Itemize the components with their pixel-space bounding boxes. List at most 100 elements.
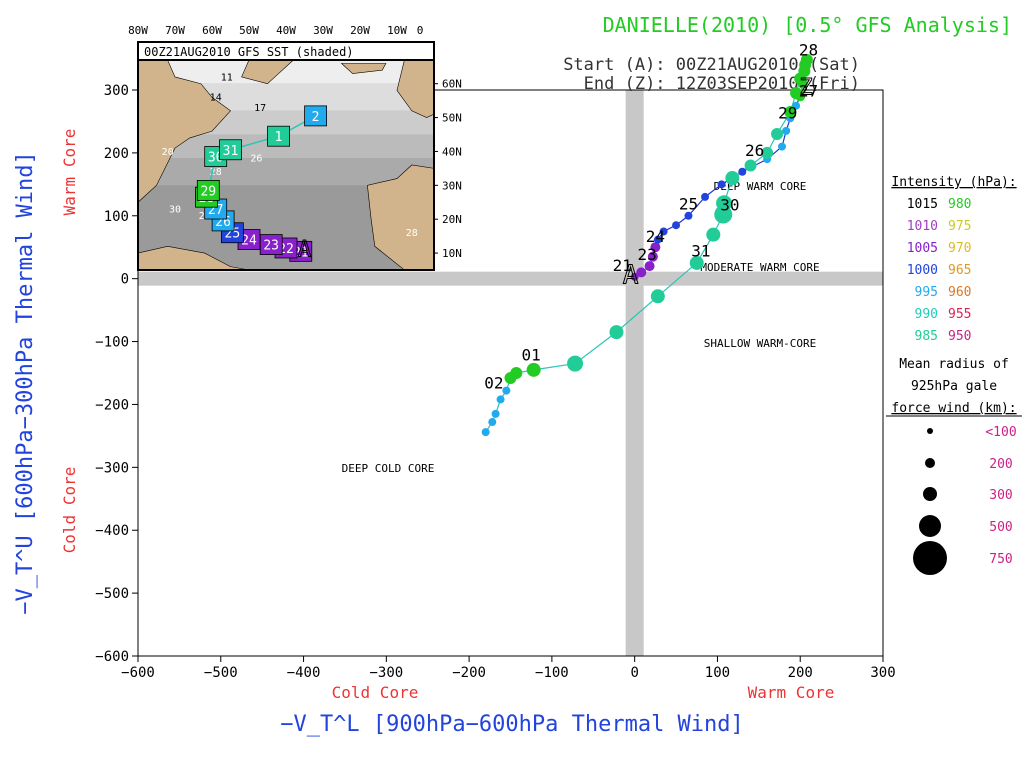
y-tick-label: −600 xyxy=(95,649,129,665)
inset-lat-label: 20N xyxy=(442,213,462,226)
x-tick-label: −600 xyxy=(121,665,155,681)
inset-track-box xyxy=(219,139,242,161)
track-point xyxy=(491,409,500,418)
inset-lon-label: 80W xyxy=(128,24,148,37)
track-point xyxy=(567,355,584,372)
y-tick-label: 200 xyxy=(104,146,129,162)
inset-lat-label: 40N xyxy=(442,145,462,158)
y-tick-label: −500 xyxy=(95,586,129,602)
legend-intensity-right: 955 xyxy=(948,307,971,322)
legend-intensity-right: 965 xyxy=(948,263,971,278)
track-point xyxy=(488,418,497,427)
legend-intensity-left: 985 xyxy=(915,329,938,344)
track-points xyxy=(481,53,813,437)
x-tick-label: 0 xyxy=(630,665,638,681)
inset-track-box xyxy=(304,105,328,127)
legend-radius-dot xyxy=(927,428,933,434)
x-tick-label: 100 xyxy=(705,665,730,681)
day-label: 21 xyxy=(613,256,632,275)
legend-intensity-right: 975 xyxy=(948,219,971,234)
region-moderate-warm-core: MODERATE WARM CORE xyxy=(700,261,819,274)
track-point xyxy=(650,242,661,253)
legend-intensity-left: 1000 xyxy=(907,263,938,278)
y-cold-core-label: Cold Core xyxy=(60,467,79,554)
inset-track-label: 23 xyxy=(263,239,279,254)
legend-intensity-right: 970 xyxy=(948,241,971,256)
day-label: 31 xyxy=(691,242,710,261)
track-point xyxy=(630,272,639,281)
inset-track-label: 2 xyxy=(312,110,320,125)
track-point xyxy=(725,171,740,186)
end-marker: Z xyxy=(799,75,812,100)
track-point xyxy=(706,227,721,242)
inset-sst-label: 11 xyxy=(221,72,233,83)
inset-sst-label: 17 xyxy=(254,103,266,114)
inset-start-marker: A xyxy=(298,237,311,262)
legend: Intensity (hPa): 1015 980 1010 975 1005 970 100… xyxy=(886,175,1022,575)
legend-radius-title: 925hPa gale xyxy=(911,379,997,394)
track-segment xyxy=(574,331,617,365)
track-point xyxy=(502,386,511,395)
legend-intensity-left: 1015 xyxy=(907,197,938,212)
track-point xyxy=(689,255,704,270)
inset-track-label: 24 xyxy=(241,234,257,249)
inset-lon-label: 10W xyxy=(387,24,407,37)
legend-intensity-right: 960 xyxy=(948,285,971,300)
track-point xyxy=(744,159,757,172)
legend-intensity-right: 980 xyxy=(948,197,971,212)
track-point xyxy=(717,180,726,189)
track-segment xyxy=(688,196,706,217)
inset-lon-label: 40W xyxy=(276,24,296,37)
day-label: 23 xyxy=(637,245,656,264)
track-point xyxy=(790,87,803,100)
x-tick-label: −500 xyxy=(204,665,238,681)
chart-title: DANIELLE(2010) [0.5° GFS Analysis] xyxy=(603,13,1012,37)
plot-frame xyxy=(137,89,884,657)
y-axis-title: −V_T^U [600hPa−300hPa Thermal Wind] xyxy=(13,151,38,615)
horizontal-zero-band xyxy=(138,271,883,286)
inset-lon-label: 0 xyxy=(417,24,424,37)
x-axis-ticks: −600 −500 −400 −300 −200 −100 0 100 200 300 xyxy=(121,656,896,681)
inset-lat-label: 10N xyxy=(442,247,462,260)
y-tick-label: 100 xyxy=(104,209,129,225)
x-tick-label: −200 xyxy=(452,665,486,681)
legend-radius-label: <100 xyxy=(985,425,1016,440)
legend-title: Intensity (hPa): xyxy=(891,175,1016,190)
x-tick-label: −300 xyxy=(369,665,403,681)
x-tick-label: −100 xyxy=(535,665,569,681)
legend-radius-label: 200 xyxy=(989,457,1012,472)
y-tick-label: −100 xyxy=(95,335,129,351)
y-tick-label: −200 xyxy=(95,397,129,413)
legend-radius-dot xyxy=(913,541,947,575)
region-shallow-warm-core: SHALLOW WARM-CORE xyxy=(704,337,817,350)
inset-map: 00Z21AUG2010 GFS SST (shaded) 80W 70W 60W 50… xyxy=(128,24,462,271)
track-point xyxy=(771,128,784,141)
y-tick-label: 0 xyxy=(121,272,129,288)
inset-header-box xyxy=(137,41,435,61)
day-label: 28 xyxy=(799,40,818,59)
start-end-markers: AZ xyxy=(622,75,813,291)
inset-track-label: 29 xyxy=(200,184,216,199)
day-label: 01 xyxy=(522,345,541,364)
legend-radius-label: 300 xyxy=(989,488,1012,503)
y-tick-label: 300 xyxy=(104,83,129,99)
track-point xyxy=(653,235,662,244)
track-point xyxy=(672,221,681,230)
inset-track-box xyxy=(267,125,291,147)
x-tick-label: −400 xyxy=(287,665,321,681)
x-tick-label: 300 xyxy=(870,665,895,681)
track-point xyxy=(659,227,668,236)
day-label: 24 xyxy=(646,227,665,246)
y-warm-core-label: Warm Core xyxy=(60,129,79,216)
track-point xyxy=(784,106,797,119)
x-warm-core-label: Warm Core xyxy=(748,683,835,702)
legend-radius-label: 750 xyxy=(989,552,1012,567)
x-cold-core-label: Cold Core xyxy=(332,683,419,702)
day-label: 25 xyxy=(679,194,698,213)
day-label: 27 xyxy=(799,81,818,100)
x-axis-title: −V_T^L [900hPa−600hPa Thermal Wind] xyxy=(280,712,744,737)
legend-radius-dot xyxy=(923,487,937,501)
track-segment xyxy=(616,295,659,333)
inset-sst-label: 30 xyxy=(169,204,181,215)
start-label: Start (A): 00Z21AUG2010 (Sat) xyxy=(563,55,860,75)
